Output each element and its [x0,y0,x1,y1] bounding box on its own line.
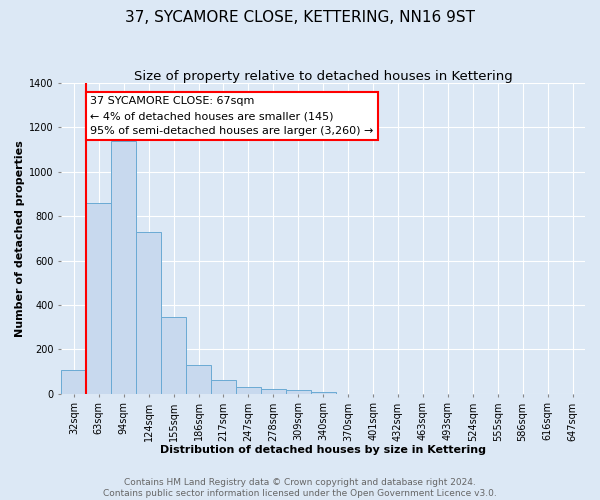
Bar [311,392,335,394]
X-axis label: Distribution of detached houses by size in Kettering: Distribution of detached houses by size … [160,445,486,455]
Bar [261,390,286,394]
Bar [211,380,236,394]
Bar [186,365,211,394]
Text: Contains HM Land Registry data © Crown copyright and database right 2024.
Contai: Contains HM Land Registry data © Crown c… [103,478,497,498]
Bar [136,232,161,394]
Bar [86,203,111,394]
Bar [286,390,311,394]
Bar [161,317,186,394]
Text: 37 SYCAMORE CLOSE: 67sqm
← 4% of detached houses are smaller (145)
95% of semi-d: 37 SYCAMORE CLOSE: 67sqm ← 4% of detache… [90,96,373,136]
Text: 37, SYCAMORE CLOSE, KETTERING, NN16 9ST: 37, SYCAMORE CLOSE, KETTERING, NN16 9ST [125,10,475,25]
Bar [111,140,136,394]
Bar [61,370,86,394]
Title: Size of property relative to detached houses in Kettering: Size of property relative to detached ho… [134,70,512,83]
Bar [236,387,261,394]
Y-axis label: Number of detached properties: Number of detached properties [15,140,25,336]
